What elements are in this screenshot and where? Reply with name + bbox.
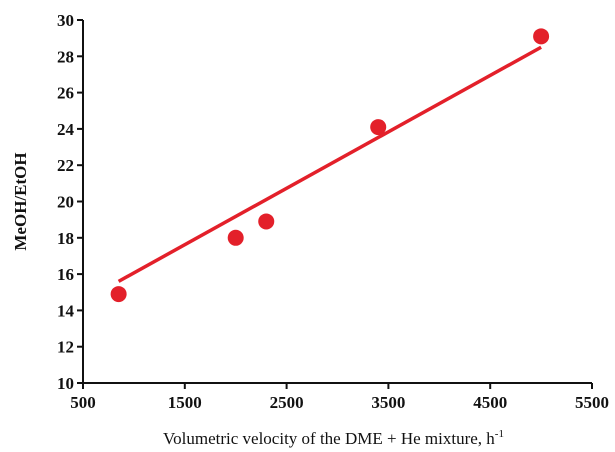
- x-axis-title-superscript: -1: [495, 428, 504, 440]
- y-tick-label: 24: [57, 120, 75, 139]
- axes: [82, 20, 592, 384]
- y-tick-label: 30: [57, 11, 74, 30]
- y-tick-label: 16: [57, 265, 74, 284]
- plot-marks: [110, 28, 550, 303]
- y-ticks: 10 12 14 16 18 20 22 24 26 28 30: [57, 11, 83, 393]
- y-tick-label: 28: [57, 47, 74, 66]
- data-point: [533, 28, 550, 45]
- y-tick-label: 18: [57, 229, 74, 248]
- x-tick-label: 3500: [371, 393, 405, 412]
- x-tick-label: 1500: [168, 393, 202, 412]
- y-tick-label: 20: [57, 193, 74, 212]
- x-tick-label: 5500: [575, 393, 609, 412]
- x-tick-label: 2500: [270, 393, 304, 412]
- x-axis-title: Volumetric velocity of the DME + He mixt…: [163, 428, 504, 448]
- y-tick-label: 22: [57, 156, 74, 175]
- x-axis-title-text: Volumetric velocity of the DME + He mixt…: [163, 429, 495, 448]
- x-tick-label: 500: [70, 393, 96, 412]
- data-point: [227, 229, 244, 246]
- trend-line: [117, 45, 542, 283]
- data-point: [370, 119, 387, 136]
- y-tick-label: 10: [57, 374, 74, 393]
- data-point: [258, 213, 275, 230]
- y-tick-label: 26: [57, 84, 74, 103]
- x-tick-label: 4500: [473, 393, 507, 412]
- x-ticks: 500 1500 2500 3500 4500 5500: [70, 383, 609, 412]
- y-tick-label: 12: [57, 338, 74, 357]
- y-tick-label: 14: [57, 301, 75, 320]
- data-point: [110, 286, 127, 303]
- y-axis-title: MeOH/EtOH: [11, 152, 30, 250]
